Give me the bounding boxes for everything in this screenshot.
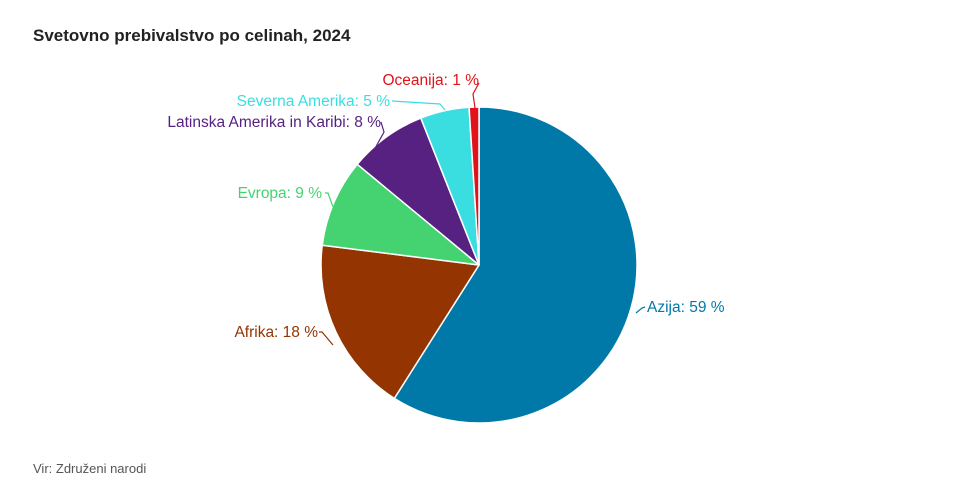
pie-slice-oceanija: [468, 106, 480, 266]
leader-line: [391, 100, 446, 111]
leader-line: [365, 121, 385, 166]
pie-labels: Azija: 59 % Afrika: 18 % Evropa: 9 % Latins…: [167, 72, 725, 346]
pie-slices: [320, 106, 638, 424]
pie-slice-azija: [393, 106, 638, 424]
leader-line: [472, 82, 480, 109]
slice-label: Afrika: 18 %: [234, 324, 318, 341]
pie-slice-afrika: [320, 244, 480, 400]
leader-line: [325, 192, 334, 208]
source-note: Vir: Združeni narodi: [33, 461, 147, 476]
slice-label: Azija: 59 %: [647, 299, 725, 316]
pie-slice-evropa: [321, 163, 480, 266]
chart-title: Svetovno prebivalstvo po celinah, 2024: [33, 26, 351, 45]
leader-line: [319, 331, 334, 346]
slice-label: Severna Amerika: 5 %: [237, 93, 391, 110]
slice-label: Latinska Amerika in Karibi: 8 %: [167, 114, 381, 131]
slice-label: Evropa: 9 %: [238, 185, 323, 202]
leader-line: [635, 306, 646, 314]
slice-label: Oceanija: 1 %: [383, 72, 480, 89]
